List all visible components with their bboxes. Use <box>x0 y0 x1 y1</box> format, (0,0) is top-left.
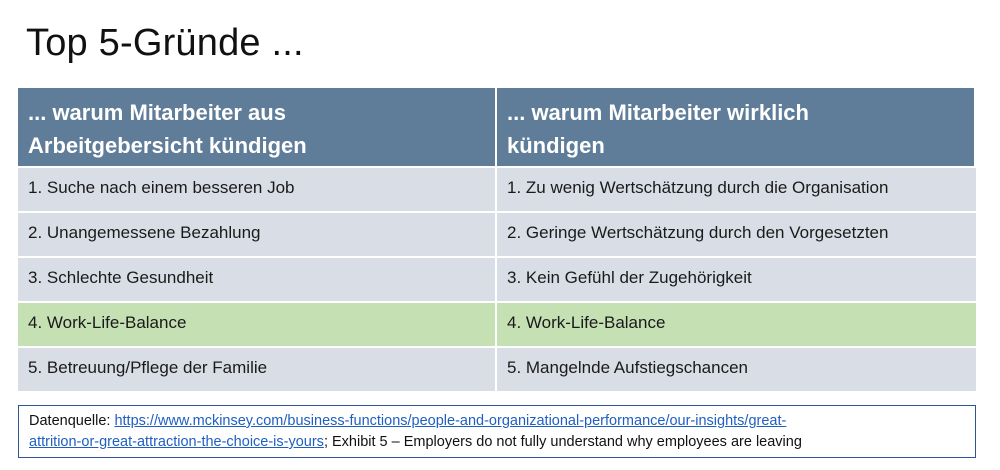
header-line: ... warum Mitarbeiter aus <box>28 100 286 125</box>
source-box: Datenquelle: https://www.mckinsey.com/bu… <box>18 405 976 458</box>
table-cell-right: 2. Geringe Wertschätzung durch den Vorge… <box>497 211 976 256</box>
table-header-employer-view: ... warum Mitarbeiter aus Arbeitgebersic… <box>18 88 497 166</box>
source-label: Datenquelle: <box>29 413 115 429</box>
table-cell-left-highlighted: 4. Work-Life-Balance <box>18 301 497 346</box>
source-link[interactable]: https://www.mckinsey.com/business-functi… <box>114 413 787 429</box>
table-cell-left: 2. Unangemessene Bezahlung <box>18 211 497 256</box>
table-cell-right: 5. Mangelnde Aufstiegschancen <box>497 346 976 391</box>
table-cell-right: 3. Kein Gefühl der Zugehörigkeit <box>497 256 976 301</box>
header-line: Arbeitgebersicht kündigen <box>28 133 307 158</box>
table-cell-left: 3. Schlechte Gesundheit <box>18 256 497 301</box>
reasons-table: ... warum Mitarbeiter aus Arbeitgebersic… <box>18 88 976 391</box>
source-suffix: ; Exhibit 5 – Employers do not fully und… <box>323 434 802 450</box>
header-line: ... warum Mitarbeiter wirklich <box>507 100 809 125</box>
table-cell-left: 1. Suche nach einem besseren Job <box>18 166 497 211</box>
table-header-actual-reasons: ... warum Mitarbeiter wirklich kündigen <box>497 88 976 166</box>
source-link-continued[interactable]: attrition-or-great-attraction-the-choice… <box>29 434 324 450</box>
table-cell-left: 5. Betreuung/Pflege der Familie <box>18 346 497 391</box>
table-cell-right-highlighted: 4. Work-Life-Balance <box>497 301 976 346</box>
page-title: Top 5-Gründe ... <box>26 22 304 64</box>
table-cell-right: 1. Zu wenig Wertschätzung durch die Orga… <box>497 166 976 211</box>
header-line: kündigen <box>507 133 605 158</box>
